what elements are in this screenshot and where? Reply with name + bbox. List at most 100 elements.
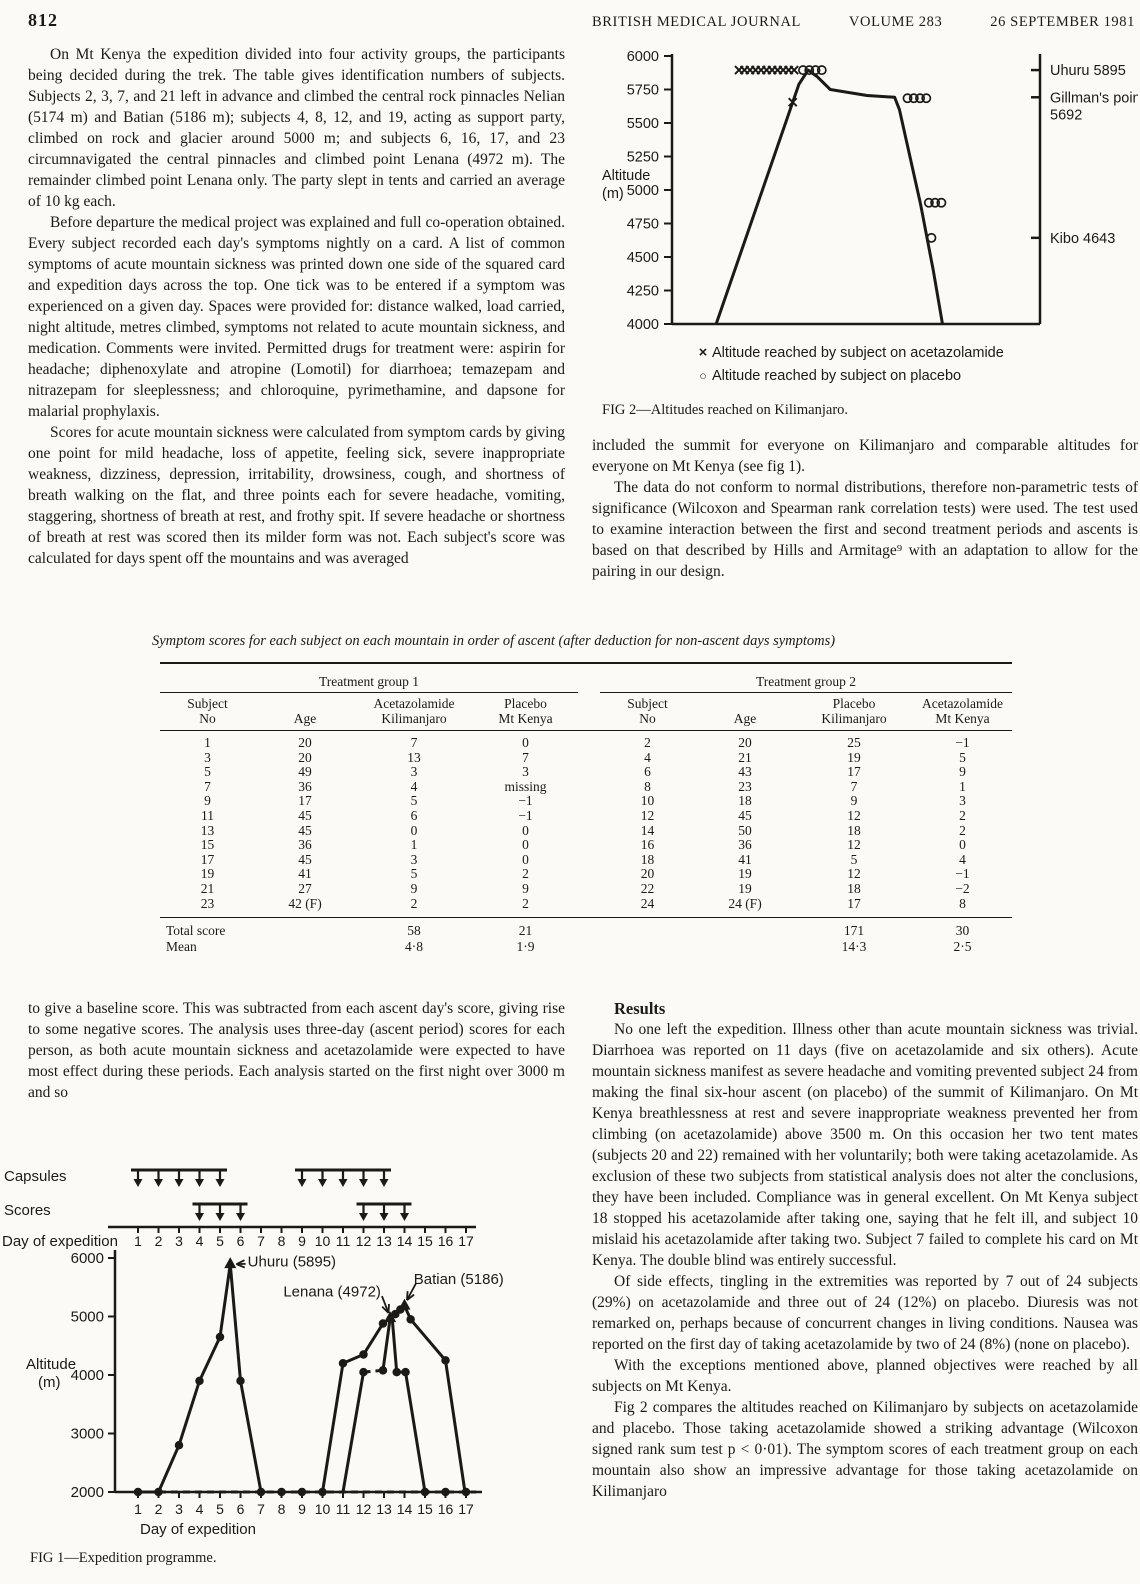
table-cell: 3 xyxy=(410,764,418,780)
svg-text:14: 14 xyxy=(397,1501,413,1517)
svg-text:2000: 2000 xyxy=(71,1484,104,1501)
table-cell: 18 xyxy=(847,822,861,838)
svg-text:7: 7 xyxy=(257,1501,265,1517)
svg-text:1: 1 xyxy=(134,1501,142,1517)
fig2-caption: FIG 2—Altitudes reached on Kilimanjaro. xyxy=(602,402,849,418)
total-value: 171 xyxy=(795,917,913,940)
left-column-bottom: to give a baseline score. This was subtr… xyxy=(28,998,565,1103)
paragraph: The data do not conform to normal distri… xyxy=(592,479,1138,580)
table-cell: 22 xyxy=(640,880,655,896)
column-header-row: Subject No Age Acetazolamide Kilimanjaro… xyxy=(160,692,1012,731)
col-header: Placebo Kilimanjaro xyxy=(795,692,913,731)
table-cell: 5 xyxy=(410,793,418,809)
table-cell: 3 xyxy=(522,764,529,780)
table-cell: 13 xyxy=(407,749,421,765)
table-row: 11 45 6 −1 12 45 12 2 xyxy=(160,807,1012,824)
series-line xyxy=(404,1371,427,1493)
paragraph: Before departure the medical project was… xyxy=(28,214,565,420)
svg-text:4: 4 xyxy=(196,1501,204,1517)
svg-text:11: 11 xyxy=(336,1233,351,1249)
table-cell: 20 xyxy=(298,735,312,750)
table-cell: 19 xyxy=(738,880,752,896)
empty-cell xyxy=(600,939,795,955)
svg-text:5750: 5750 xyxy=(627,83,659,99)
group-gap xyxy=(578,731,600,751)
svg-text:5000: 5000 xyxy=(627,183,659,199)
paragraph: Fig 2 compares the altitudes reached on … xyxy=(592,1399,1138,1500)
results-heading: Results xyxy=(614,999,666,1018)
table-cell: −1 xyxy=(955,866,970,882)
legend-item-placebo: ○ Altitude reached by subject on placebo xyxy=(694,365,1138,388)
x-marker-icon: × xyxy=(698,345,708,361)
table-cell: 41 xyxy=(298,866,312,882)
table-cell: 17 xyxy=(298,793,312,809)
table-cell: 5 xyxy=(959,749,966,765)
svg-text:16: 16 xyxy=(438,1501,454,1517)
svg-text:12: 12 xyxy=(356,1501,372,1517)
figure-2: 6000 5750 5500 5250 5000 4750 4500 4250 4000 Alti… xyxy=(592,40,1138,421)
series-line xyxy=(403,1305,467,1493)
svg-text:4250: 4250 xyxy=(627,284,659,300)
table-cell: 2 xyxy=(959,822,966,838)
journal-title: BRITISH MEDICAL JOURNAL xyxy=(592,14,802,30)
symptom-score-table-wrap: Treatment group 1 Treatment group 2 Subj… xyxy=(160,662,1012,955)
svg-text:12: 12 xyxy=(356,1233,372,1249)
total-value: 58 xyxy=(355,917,473,940)
table-cell: 6 xyxy=(644,764,651,780)
fig1-caption: FIG 1—Expedition programme. xyxy=(30,1550,217,1566)
svg-text:Altitude: Altitude xyxy=(26,1356,76,1373)
svg-text:16: 16 xyxy=(438,1233,454,1249)
table-cell: missing xyxy=(504,778,547,794)
table-cell: 9 xyxy=(850,793,858,809)
table-cell: 5 xyxy=(410,866,418,882)
svg-text:Day of expedition: Day of expedition xyxy=(2,1233,118,1250)
legend-label: Altitude reached by subject on placebo xyxy=(712,368,962,384)
group-gap xyxy=(578,882,600,897)
group2-header: Treatment group 2 xyxy=(600,663,1012,693)
paragraph: Scores for acute mountain sickness were … xyxy=(28,424,565,567)
table-cell: 19 xyxy=(738,866,752,882)
svg-text:3: 3 xyxy=(175,1501,183,1517)
svg-text:4750: 4750 xyxy=(627,217,659,233)
table-cell: 8 xyxy=(644,778,651,794)
journal-volume: VOLUME 283 xyxy=(848,14,943,30)
table-cell: 9 xyxy=(959,764,966,780)
svg-text:10: 10 xyxy=(315,1501,331,1517)
svg-text:15: 15 xyxy=(417,1233,433,1249)
paragraph: No one left the expedition. Illness othe… xyxy=(592,1021,1138,1269)
table-cell: 7 xyxy=(204,778,211,794)
svg-text:Uhuru (5895): Uhuru (5895) xyxy=(248,1254,336,1271)
table-cell: 10 xyxy=(640,793,655,809)
table-cell: 25 xyxy=(847,735,861,750)
fig2-legend: × Altitude reached by subject on acetazol… xyxy=(694,342,1138,388)
table-cell: 24 (F) xyxy=(728,895,762,911)
table-cell: 49 xyxy=(298,764,312,780)
paragraph: Of side effects, tingling in the extremi… xyxy=(592,1273,1138,1353)
svg-text:5500: 5500 xyxy=(627,116,659,132)
table-cell: 7 xyxy=(522,749,529,765)
svg-text:Scores: Scores xyxy=(4,1202,51,1219)
table-cell: 36 xyxy=(738,837,752,853)
svg-text:Kibo 4643: Kibo 4643 xyxy=(1050,231,1115,247)
table-cell: 36 xyxy=(298,778,312,794)
group-gap xyxy=(578,867,600,882)
empty-cell xyxy=(600,917,795,940)
table-cell: 16 xyxy=(640,837,655,853)
group-gap xyxy=(578,838,600,853)
table-cell: 0 xyxy=(410,822,418,838)
table-cell: −2 xyxy=(955,880,970,896)
symptom-score-table: Treatment group 1 Treatment group 2 Subj… xyxy=(160,662,1012,955)
table-cell: 27 xyxy=(298,880,312,896)
table-cell: 21 xyxy=(200,880,215,896)
svg-text:5: 5 xyxy=(216,1501,224,1517)
group-gap xyxy=(578,765,600,780)
table-cell: 42 (F) xyxy=(288,895,322,911)
table-cell: 5 xyxy=(850,851,858,867)
table-cell: 9 xyxy=(204,793,211,809)
svg-text:1: 1 xyxy=(134,1233,142,1249)
legend-label: Altitude reached by subject on acetazola… xyxy=(712,345,1004,361)
table-cell: 2 xyxy=(644,735,651,750)
table-cell: 45 xyxy=(738,807,752,823)
totals-row: Total score 58 21 171 30 xyxy=(160,917,1012,940)
table-cell: 7 xyxy=(410,735,418,750)
